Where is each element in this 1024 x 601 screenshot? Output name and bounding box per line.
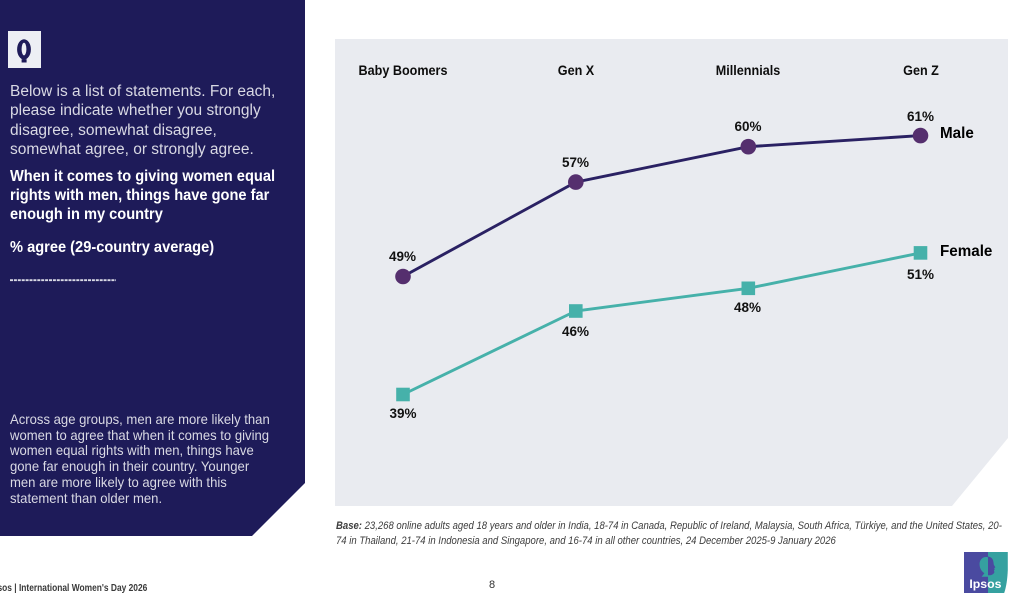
svg-text:Ipsos: Ipsos [969, 577, 1001, 591]
